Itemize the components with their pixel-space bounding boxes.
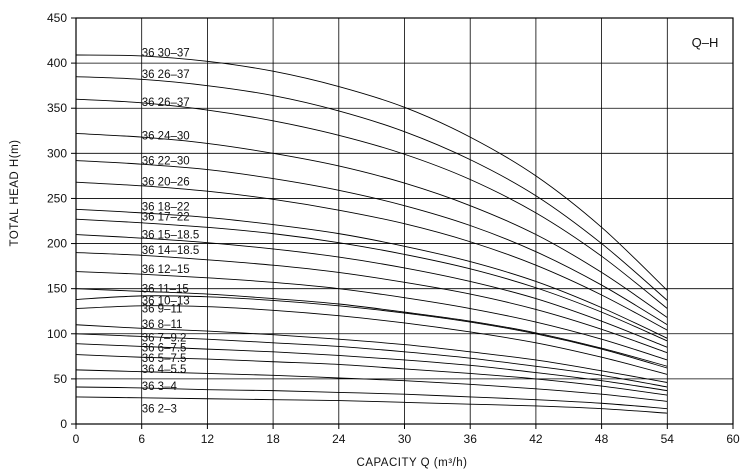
series-label: 36 5–7.5 xyxy=(142,353,187,365)
y-tick-label: 50 xyxy=(54,372,68,386)
series-label: 36 26–37 xyxy=(142,97,190,109)
x-tick-label: 24 xyxy=(332,432,346,446)
x-tick-label: 18 xyxy=(266,432,280,446)
curve-series xyxy=(75,208,668,339)
y-tick-label: 450 xyxy=(47,11,67,25)
x-tick-label: 12 xyxy=(201,432,215,446)
performance-curves xyxy=(75,54,668,414)
curve-series xyxy=(75,252,668,354)
curve-series xyxy=(75,54,668,291)
curve-series xyxy=(75,386,668,410)
series-label: 36 8–11 xyxy=(142,319,183,331)
curve-series xyxy=(75,324,668,383)
curve-series xyxy=(75,133,668,318)
series-label: 36 17–22 xyxy=(142,211,190,223)
curve-series xyxy=(75,234,668,348)
curve-series xyxy=(75,271,668,361)
curve-series xyxy=(75,76,668,301)
series-label: 36 10–13 xyxy=(142,295,190,307)
y-tick-label: 400 xyxy=(47,56,67,70)
x-tick-label: 48 xyxy=(595,432,609,446)
qh-badge: Q–H xyxy=(692,35,719,50)
series-label: 36 26–37 xyxy=(142,69,190,81)
x-axis-title: CAPACITY Q (m³/h) xyxy=(357,457,468,469)
x-tick-label: 6 xyxy=(138,432,145,446)
y-tick-label: 300 xyxy=(47,146,67,160)
x-tick-label: 0 xyxy=(73,432,80,446)
curve-series xyxy=(75,333,668,388)
series-label: 36 7–9.2 xyxy=(142,332,187,344)
series-label: 36 4–5.5 xyxy=(142,364,187,376)
curve-series xyxy=(75,98,668,309)
series-label: 36 2–3 xyxy=(142,404,177,416)
y-tick-label: 250 xyxy=(47,191,67,205)
series-label: 36 11–15 xyxy=(142,284,189,296)
series-label: 36 14–18.5 xyxy=(142,245,200,257)
y-tick-label: 100 xyxy=(47,327,67,341)
curve-series xyxy=(75,354,668,396)
series-label: 36 30–37 xyxy=(142,47,190,59)
y-tick-label: 200 xyxy=(47,237,67,251)
series-label: 36 24–30 xyxy=(142,130,190,142)
grid xyxy=(76,18,733,424)
curve-series xyxy=(75,369,668,402)
x-tick-label: 30 xyxy=(398,432,412,446)
curve-series xyxy=(75,396,668,414)
curve-series xyxy=(75,295,668,369)
series-label: 36 18–22 xyxy=(142,202,190,214)
series-label: 36 15–18.5 xyxy=(142,230,200,242)
y-tick-label: 0 xyxy=(60,417,67,431)
curve-series xyxy=(75,218,668,342)
x-tick-label: 42 xyxy=(529,432,543,446)
y-tick-label: 350 xyxy=(47,101,67,115)
curve-series xyxy=(75,288,668,367)
series-label: 36 12–15 xyxy=(142,264,190,276)
series-labels: 36 30–37 36 26–37 36 26–37 36 24–30 36 22–30… xyxy=(142,47,200,415)
curve-series xyxy=(75,181,668,331)
series-label: 36 22–30 xyxy=(142,156,190,168)
series-label: 36 9–11 xyxy=(142,304,183,316)
y-tick-label: 150 xyxy=(47,282,67,296)
axis-ticks: 0 6 12 18 24 30 36 42 48 54 60 0 50 100 150 200 250 300 35… xyxy=(47,11,740,446)
x-tick-label: 54 xyxy=(661,432,675,446)
curve-series xyxy=(75,305,668,375)
series-label: 36 20–26 xyxy=(142,176,190,188)
series-label: 36 3–4 xyxy=(142,381,178,393)
curve-series xyxy=(75,160,668,326)
curve-series xyxy=(75,343,668,392)
y-axis-title: TOTAL HEAD H(m) xyxy=(9,140,21,247)
x-tick-label: 36 xyxy=(464,432,478,446)
series-label: 36 6–7.5 xyxy=(142,342,187,354)
x-tick-label: 60 xyxy=(726,432,740,446)
